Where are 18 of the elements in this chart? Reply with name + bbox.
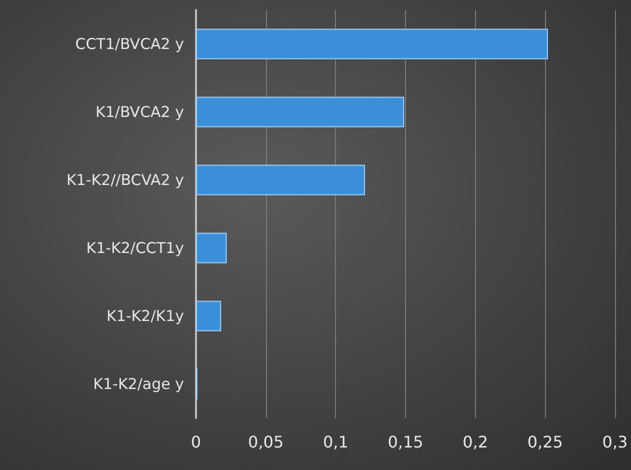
y-tick-label: K1-K2/K1y — [106, 307, 184, 325]
bar — [196, 28, 548, 60]
y-tick-label: K1-K2//BCVA2 y — [66, 171, 184, 189]
y-tick-label: K1-K2/CCT1y — [86, 239, 184, 257]
y-tick-label: K1-K2/age y — [93, 375, 184, 393]
bar — [196, 96, 404, 128]
bar — [196, 232, 227, 264]
x-tick-label: 0 — [190, 432, 202, 452]
x-tick-label: 0,2 — [462, 432, 488, 452]
x-tick-label: 0,1 — [322, 432, 348, 452]
x-tick-label: 0,15 — [388, 432, 424, 452]
x-tick-label: 0,05 — [248, 432, 284, 452]
bar — [196, 300, 222, 332]
y-tick-label: CCT1/BVCA2 y — [75, 35, 184, 53]
bar — [196, 164, 365, 196]
x-tick-label: 0,25 — [527, 432, 563, 452]
x-tick-label: 0,3 — [602, 432, 628, 452]
y-tick-label: K1/BVCA2 y — [96, 103, 184, 121]
